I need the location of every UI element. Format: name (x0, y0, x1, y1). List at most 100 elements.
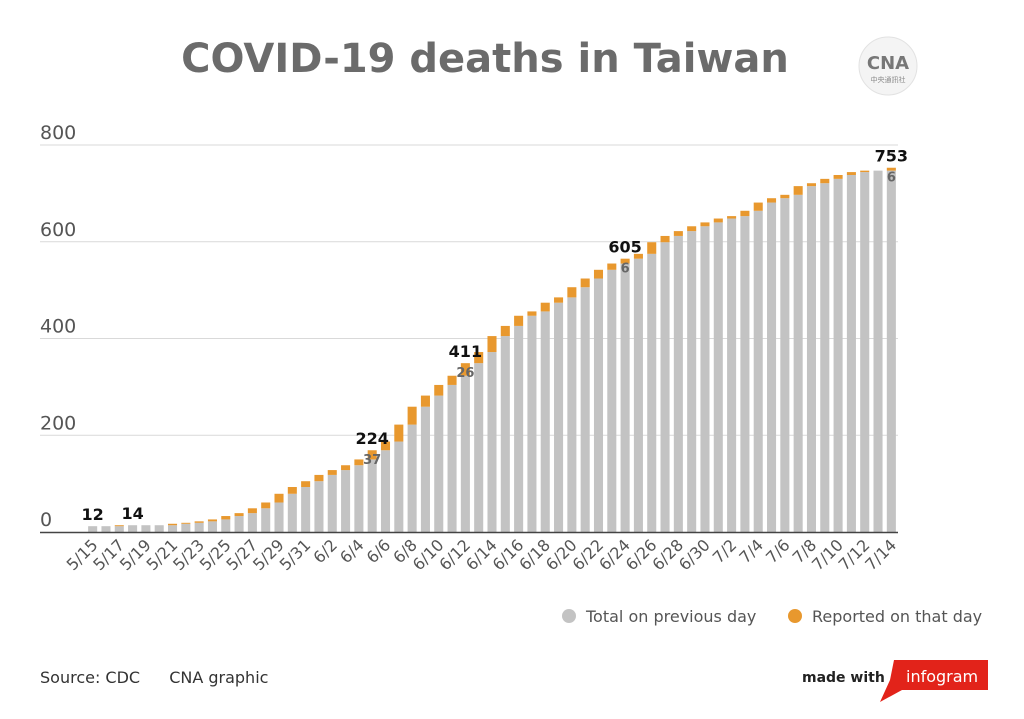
bar-total-6-20 (567, 297, 577, 532)
bar-total-6-18 (540, 311, 550, 532)
bar-total-6-26 (647, 253, 657, 532)
data-label-total-5-15: 12 (82, 505, 104, 524)
x-tick-label-7-6: 7/6 (762, 535, 794, 567)
bar-total-6-12 (460, 375, 470, 532)
bar-total-6-15 (500, 336, 510, 532)
bar-reported-6-29 (687, 226, 697, 232)
bar-reported-6-5 (367, 450, 377, 460)
x-tick-label-6-4: 6/4 (336, 535, 368, 567)
bar-reported-6-9 (420, 395, 430, 407)
bar-total-6-6 (380, 450, 391, 532)
bar-reported-6-23 (607, 263, 617, 270)
bar-total-5-30 (287, 493, 297, 532)
bar-reported-6-20 (567, 287, 577, 298)
annotations: 12 14 224 37 411 26 605 6 753 6 (82, 147, 909, 524)
bar-total-6-2 (327, 474, 337, 532)
bar-total-7-1 (713, 222, 723, 532)
legend-label-total: Total on previous day (586, 606, 757, 626)
data-label-reported-6-5: 37 (363, 453, 381, 468)
bar-reported-7-5 (767, 198, 777, 203)
bar-reported-7-12 (860, 170, 870, 173)
bar-reported-7-3 (740, 210, 750, 217)
bar-reported-5-27 (247, 508, 257, 514)
bar-total-6-21 (580, 287, 590, 532)
data-label-reported-6-12: 26 (456, 366, 474, 381)
x-axis-ticks: 5/155/175/195/215/235/255/275/295/316/26… (63, 535, 901, 574)
x-tick-label-6-30: 6/30 (675, 535, 714, 574)
bar-total-7-11 (846, 174, 856, 532)
bar-total-6-3 (341, 470, 351, 532)
infogram-brand[interactable]: infogram (906, 667, 979, 686)
bar-reported-7-7 (793, 186, 803, 195)
bar-total-7-5 (767, 202, 777, 532)
bar-reported-7-9 (820, 178, 830, 184)
bar-total-5-21 (167, 525, 178, 532)
bar-total-7-3 (740, 216, 750, 532)
bar-total-5-16 (101, 526, 111, 532)
bar-total-5-22 (181, 523, 191, 532)
bar-reported-5-26 (234, 513, 244, 517)
bar-reported-6-3 (341, 465, 351, 471)
source-text: Source: CDC (40, 668, 141, 687)
bar-total-5-18 (128, 525, 138, 532)
x-tick-label-7-2: 7/2 (709, 535, 741, 567)
x-tick-label-6-2: 6/2 (309, 535, 341, 567)
bar-total-6-30 (700, 226, 710, 532)
bar-total-5-17 (114, 526, 124, 532)
bar-total-7-4 (753, 210, 763, 533)
bar-total-6-4 (354, 465, 364, 532)
bar-total-7-6 (780, 198, 790, 532)
bar-reported-7-6 (780, 194, 790, 199)
bar-reported-6-1 (314, 474, 324, 482)
bar-reported-6-7 (394, 424, 404, 442)
bar-reported-6-4 (354, 459, 364, 466)
bar-reported-6-16 (514, 315, 524, 326)
logo-text: CNA (867, 53, 909, 74)
data-label-total-6-12: 411 (449, 342, 482, 361)
bar-total-5-29 (274, 502, 284, 532)
bar-total-6-28 (673, 235, 683, 532)
bar-reported-5-17 (114, 525, 124, 527)
bar-total-6-10 (434, 395, 444, 532)
bar-total-7-10 (833, 178, 843, 533)
legend-swatch-total (562, 609, 576, 623)
bar-reported-5-30 (287, 487, 297, 494)
data-label-reported-6-24: 6 (621, 262, 630, 277)
data-label-total-7-14: 753 (875, 147, 908, 166)
bar-reported-7-8 (806, 183, 817, 187)
made-with-text: made with (802, 670, 885, 686)
bar-reported-5-28 (261, 502, 271, 509)
bar-total-5-31 (301, 487, 311, 532)
x-tick-label-7-14: 7/14 (861, 535, 900, 574)
bar-total-6-7 (394, 441, 404, 532)
bar-reported-6-21 (580, 278, 590, 288)
infogram-logo-icon[interactable] (880, 660, 990, 702)
bar-total-5-25 (221, 519, 231, 532)
x-tick-label-5-31: 5/31 (276, 535, 315, 574)
bar-total-6-27 (660, 242, 670, 532)
bar-total-7-14 (886, 170, 896, 533)
bar-reported-6-15 (500, 325, 510, 337)
bar-reported-6-8 (407, 406, 417, 425)
bar-total-6-22 (593, 278, 604, 532)
bar-reported-7-2 (727, 216, 737, 219)
y-tick-label-800: 800 (40, 122, 76, 144)
bar-total-6-24 (620, 263, 630, 532)
bar-total-6-8 (407, 424, 417, 532)
bar-reported-6-28 (673, 231, 683, 236)
data-label-reported-7-14: 6 (887, 171, 896, 186)
bar-reported-5-24 (207, 519, 217, 522)
bar-reported-6-10 (434, 384, 444, 396)
bar-reported-5-31 (301, 481, 311, 488)
bar-total-7-9 (820, 183, 830, 532)
bar-reported-5-22 (181, 522, 191, 524)
bar-reported-6-27 (660, 235, 670, 243)
bar-total-6-14 (487, 352, 497, 532)
bar-reported-7-10 (833, 174, 843, 179)
bar-total-5-20 (154, 525, 164, 532)
bar-reported-7-4 (753, 202, 763, 211)
bar-total-7-7 (793, 194, 803, 533)
bar-total-7-2 (727, 218, 737, 532)
bar-total-7-8 (806, 186, 817, 532)
